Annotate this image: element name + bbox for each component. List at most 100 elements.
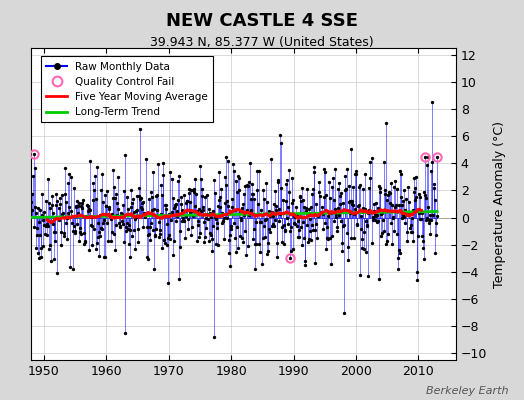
- Point: [198, 192, 206, 199]
- Point: [269, 222, 278, 229]
- Point: [119, 188, 128, 194]
- Point: [417, 216, 425, 222]
- Point: [257, 218, 265, 225]
- Point: [283, 176, 291, 183]
- Point: [158, 160, 167, 166]
- Point: [307, 237, 315, 244]
- Point: [151, 232, 159, 239]
- Point: [283, 204, 292, 210]
- Point: [429, 185, 438, 191]
- Point: [231, 207, 239, 214]
- Point: [255, 249, 264, 255]
- Point: [351, 171, 359, 177]
- Point: [292, 223, 301, 229]
- Point: [396, 250, 405, 256]
- Point: [410, 175, 418, 182]
- Point: [242, 251, 250, 258]
- Point: [160, 202, 169, 208]
- Point: [305, 228, 314, 234]
- Point: [294, 234, 303, 240]
- Point: [385, 188, 393, 195]
- Point: [72, 198, 81, 205]
- Point: [230, 220, 238, 226]
- Point: [103, 220, 112, 226]
- Point: [56, 195, 64, 202]
- Point: [280, 228, 289, 235]
- Point: [254, 200, 262, 207]
- Point: [402, 196, 411, 202]
- Point: [68, 213, 77, 220]
- Point: [335, 193, 344, 200]
- Point: [161, 240, 169, 246]
- Point: [398, 215, 407, 221]
- Point: [239, 239, 247, 245]
- Point: [110, 230, 118, 237]
- Point: [135, 193, 144, 199]
- Point: [238, 234, 246, 241]
- Point: [165, 211, 173, 218]
- Point: [191, 176, 199, 182]
- Point: [390, 184, 398, 191]
- Point: [325, 179, 333, 185]
- Point: [350, 235, 358, 241]
- Point: [362, 249, 370, 256]
- Point: [302, 208, 310, 215]
- Point: [55, 204, 63, 211]
- Point: [354, 202, 363, 209]
- Point: [181, 234, 189, 241]
- Point: [345, 210, 354, 216]
- Point: [99, 199, 107, 206]
- Point: [306, 216, 314, 222]
- Point: [150, 206, 158, 212]
- Point: [418, 210, 426, 216]
- Point: [315, 189, 324, 195]
- Point: [169, 194, 177, 201]
- Point: [405, 199, 413, 205]
- Point: [313, 235, 322, 242]
- Point: [341, 187, 349, 193]
- Point: [233, 189, 241, 195]
- Point: [225, 237, 234, 244]
- Point: [350, 211, 358, 217]
- Point: [201, 194, 210, 200]
- Point: [98, 226, 106, 232]
- Point: [234, 172, 243, 179]
- Point: [431, 250, 439, 256]
- Point: [211, 214, 220, 221]
- Point: [293, 212, 301, 218]
- Point: [202, 225, 211, 232]
- Point: [353, 220, 361, 227]
- Point: [358, 245, 366, 252]
- Point: [257, 261, 266, 267]
- Point: [414, 206, 422, 213]
- Point: [143, 254, 151, 260]
- Point: [365, 185, 374, 191]
- Point: [392, 186, 401, 192]
- Point: [289, 197, 298, 203]
- Point: [93, 240, 101, 246]
- Point: [36, 232, 44, 239]
- Point: [65, 204, 73, 210]
- Point: [272, 253, 281, 260]
- Point: [112, 191, 120, 198]
- Point: [407, 229, 416, 236]
- Point: [336, 190, 345, 196]
- Point: [37, 254, 46, 260]
- Point: [297, 198, 305, 204]
- Point: [245, 179, 253, 186]
- Point: [214, 203, 222, 209]
- Point: [407, 222, 415, 228]
- Point: [242, 228, 250, 234]
- Point: [205, 205, 213, 212]
- Point: [191, 203, 200, 209]
- Point: [182, 198, 191, 204]
- Point: [282, 198, 290, 204]
- Point: [421, 192, 429, 198]
- Point: [305, 236, 313, 242]
- Point: [362, 218, 370, 224]
- Point: [135, 184, 143, 191]
- Point: [153, 207, 161, 213]
- Point: [302, 205, 311, 211]
- Point: [160, 237, 168, 243]
- Point: [226, 263, 235, 269]
